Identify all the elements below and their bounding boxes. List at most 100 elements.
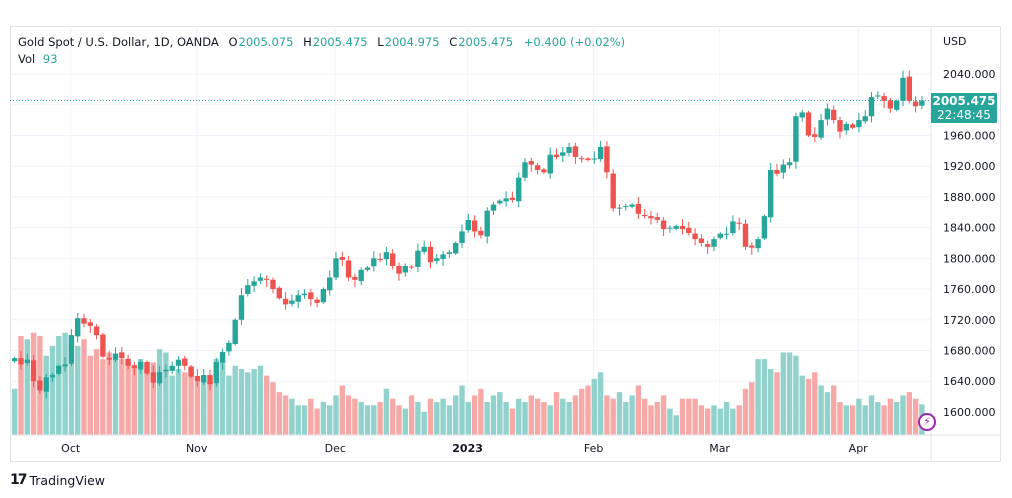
volume-bar bbox=[68, 336, 75, 435]
price-tick-label: 1640.000 bbox=[943, 375, 996, 388]
time-tick-label: Feb bbox=[584, 442, 603, 455]
candle-body bbox=[900, 77, 906, 101]
volume-bar bbox=[654, 402, 660, 435]
volume-bar bbox=[547, 405, 553, 435]
candle-body bbox=[308, 292, 314, 300]
volume-bar bbox=[150, 362, 156, 435]
candle-body bbox=[49, 375, 56, 378]
candle-body bbox=[453, 242, 459, 254]
volume-bar bbox=[900, 395, 906, 435]
current-price: 2005.475 bbox=[932, 94, 996, 108]
candle-body bbox=[660, 220, 667, 230]
lightning-icon[interactable]: ⚡ bbox=[918, 413, 936, 431]
volume-bar bbox=[125, 365, 131, 435]
volume-bar bbox=[358, 402, 364, 435]
volume-bar bbox=[679, 398, 686, 435]
volume-bar bbox=[12, 388, 18, 435]
candle-body bbox=[62, 364, 68, 367]
volume-bar bbox=[453, 395, 459, 435]
vol-value: 93 bbox=[42, 52, 58, 66]
candle-body bbox=[736, 222, 742, 224]
price-tick-label: 1600.000 bbox=[943, 406, 996, 419]
candle-body bbox=[201, 375, 207, 383]
volume-bar bbox=[213, 359, 219, 435]
volume-bar bbox=[553, 392, 560, 435]
candle-body bbox=[831, 109, 837, 121]
candle-body bbox=[597, 146, 604, 160]
candle-body bbox=[24, 359, 30, 364]
low-value: 2004.975 bbox=[384, 35, 440, 49]
volume-bar bbox=[623, 402, 629, 435]
volume-bar bbox=[894, 402, 900, 435]
volume-bar bbox=[786, 352, 793, 435]
volume-bar bbox=[163, 352, 169, 435]
volume-bar bbox=[597, 372, 604, 435]
candle-body bbox=[257, 277, 264, 281]
volume-bar bbox=[648, 405, 654, 435]
volume-bar bbox=[345, 395, 352, 435]
volume-bar bbox=[799, 375, 805, 435]
volume-bar bbox=[698, 405, 705, 435]
candle-body bbox=[547, 154, 553, 174]
candle-body bbox=[541, 169, 547, 173]
time-tick-label: 2023 bbox=[452, 442, 483, 455]
volume-bar bbox=[490, 395, 497, 435]
candle-body bbox=[345, 260, 352, 278]
volume-bar bbox=[912, 398, 919, 435]
volume-bar bbox=[434, 402, 440, 435]
tradingview-brand[interactable]: 17 TradingView bbox=[10, 472, 105, 488]
volume-bar bbox=[881, 405, 887, 435]
volume-bar bbox=[604, 395, 610, 435]
volume-bar bbox=[81, 339, 87, 435]
symbol-title[interactable]: Gold Spot / U.S. Dollar, 1D, OANDA bbox=[18, 35, 219, 49]
candle-body bbox=[327, 277, 333, 291]
volume-bar bbox=[119, 359, 125, 435]
volume-bar bbox=[175, 369, 182, 435]
candle-body bbox=[912, 101, 919, 107]
volume-bar bbox=[528, 395, 534, 435]
time-tick-label: Dec bbox=[325, 442, 346, 455]
candle-body bbox=[553, 154, 560, 157]
volume-bar bbox=[270, 382, 276, 435]
volume-bar bbox=[327, 405, 333, 435]
volume-bar bbox=[660, 395, 667, 435]
candle-body bbox=[919, 100, 925, 106]
candle-body bbox=[723, 233, 730, 235]
volume-bar bbox=[667, 408, 673, 435]
volume-bar bbox=[93, 349, 100, 435]
candle-body bbox=[887, 100, 894, 109]
candle-body bbox=[43, 377, 49, 392]
candle-body bbox=[812, 134, 818, 137]
candle-body bbox=[610, 173, 616, 209]
volume-bar bbox=[156, 349, 163, 435]
volume-bar bbox=[87, 355, 93, 435]
volume-bar bbox=[736, 405, 742, 435]
candle-body bbox=[295, 295, 301, 302]
volume-bar bbox=[295, 405, 301, 435]
volume-bar bbox=[182, 372, 188, 435]
candle-body bbox=[421, 246, 427, 252]
volume-bar bbox=[875, 402, 881, 435]
volume-bar bbox=[471, 395, 478, 435]
vol-label[interactable]: Vol bbox=[18, 52, 36, 66]
candle-body bbox=[742, 223, 749, 247]
candle-body bbox=[572, 146, 579, 157]
volume-bar bbox=[503, 402, 509, 435]
volume-bar bbox=[868, 395, 875, 435]
chart-legend: Gold Spot / U.S. Dollar, 1D, OANDA O2005… bbox=[18, 34, 625, 68]
candle-body bbox=[894, 100, 900, 110]
volume-bar bbox=[642, 398, 648, 435]
brand-name: TradingView bbox=[29, 472, 106, 488]
volume-bar bbox=[497, 392, 503, 435]
candle-body bbox=[673, 226, 679, 229]
candle-body bbox=[560, 152, 566, 156]
candle-body bbox=[692, 233, 698, 240]
volume-bar bbox=[427, 398, 434, 435]
volume-bar bbox=[572, 395, 579, 435]
volume-bar bbox=[421, 411, 427, 435]
volume-bar bbox=[226, 375, 232, 435]
tradingview-logo-icon: 17 bbox=[10, 472, 28, 488]
candle-body bbox=[761, 216, 768, 239]
time-tick-label: Oct bbox=[61, 442, 81, 455]
